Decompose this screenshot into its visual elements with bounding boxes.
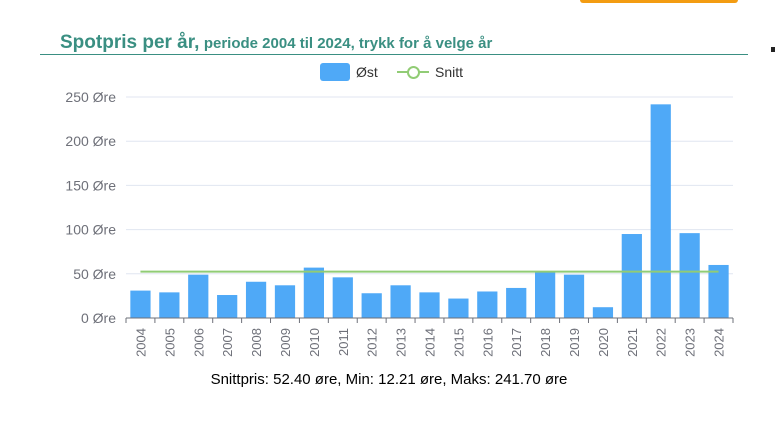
y-tick-label: 200 Øre xyxy=(65,133,116,149)
legend-label-snitt: Snitt xyxy=(435,64,464,80)
legend-label-ost: Øst xyxy=(356,64,378,80)
summary-text: Snittpris: 52.40 øre, Min: 12.21 øre, Ma… xyxy=(210,371,568,388)
y-tick-label: 250 Øre xyxy=(65,89,116,105)
bar-2024[interactable] xyxy=(708,264,729,318)
bar-2007[interactable] xyxy=(217,295,238,318)
y-tick-label: 0 Øre xyxy=(81,310,116,326)
chart-subtitle: periode 2004 til 2024, trykk for å velge… xyxy=(203,35,493,52)
bar-2004[interactable] xyxy=(130,290,151,318)
bar-2023[interactable] xyxy=(679,233,700,318)
bar-2010[interactable] xyxy=(303,267,324,318)
x-tick-label: 2019 xyxy=(567,328,582,357)
bar-2016[interactable] xyxy=(477,291,498,318)
x-tick-label: 2008 xyxy=(249,328,264,357)
x-tick-label: 2017 xyxy=(509,328,524,357)
x-tick-label: 2004 xyxy=(133,328,148,357)
legend-bar-swatch xyxy=(320,63,350,81)
bar-2012[interactable] xyxy=(361,293,382,318)
x-tick-label: 2009 xyxy=(278,328,293,357)
x-tick-label: 2020 xyxy=(596,328,611,357)
bar-2021[interactable] xyxy=(621,234,642,318)
x-tick-label: 2023 xyxy=(683,328,698,357)
chart-header: Spotpris per år, periode 2004 til 2024, … xyxy=(60,32,492,54)
x-tick-label: 2018 xyxy=(538,328,553,357)
bar-2018[interactable] xyxy=(535,271,556,318)
bar-2013[interactable] xyxy=(390,285,411,318)
bar-2020[interactable] xyxy=(592,307,614,318)
chart-title: Spotpris per år, xyxy=(60,32,200,53)
x-tick-label: 2015 xyxy=(451,328,466,357)
x-tick-label: 2010 xyxy=(307,328,322,357)
x-tick-label: 2022 xyxy=(654,328,669,357)
x-tick-label: 2013 xyxy=(394,328,409,357)
bar-2015[interactable] xyxy=(448,298,469,318)
x-tick-label: 2016 xyxy=(480,328,495,357)
bar-2019[interactable] xyxy=(563,274,585,318)
x-tick-label: 2006 xyxy=(191,328,206,357)
top-accent-bar xyxy=(580,0,738,3)
bar-2014[interactable] xyxy=(419,292,440,318)
bar-2006[interactable] xyxy=(188,274,209,318)
y-tick-label: 100 Øre xyxy=(65,222,116,238)
header-divider xyxy=(40,54,748,55)
x-tick-label: 2011 xyxy=(336,328,351,356)
bar-2005[interactable] xyxy=(159,292,180,318)
x-tick-label: 2014 xyxy=(423,328,438,357)
x-tick-label: 2012 xyxy=(365,328,380,357)
legend-item-snitt[interactable]: Snitt xyxy=(397,62,463,82)
legend-line-swatch xyxy=(397,63,429,81)
y-tick-label: 50 Øre xyxy=(73,266,116,282)
bar-2008[interactable] xyxy=(245,281,267,318)
edge-marker xyxy=(771,47,775,52)
bar-2017[interactable] xyxy=(506,287,527,318)
bar-2011[interactable] xyxy=(332,277,353,318)
x-tick-label: 2007 xyxy=(220,328,235,357)
y-tick-label: 150 Øre xyxy=(65,177,116,193)
x-tick-label: 2021 xyxy=(625,328,640,357)
bar-2009[interactable] xyxy=(274,285,296,318)
bar-2022[interactable] xyxy=(650,104,671,319)
x-tick-label: 2005 xyxy=(162,328,177,357)
legend-item-ost[interactable]: Øst xyxy=(320,62,378,82)
chart-legend: Øst Snitt xyxy=(0,62,778,82)
x-tick-label: 2024 xyxy=(712,328,727,357)
